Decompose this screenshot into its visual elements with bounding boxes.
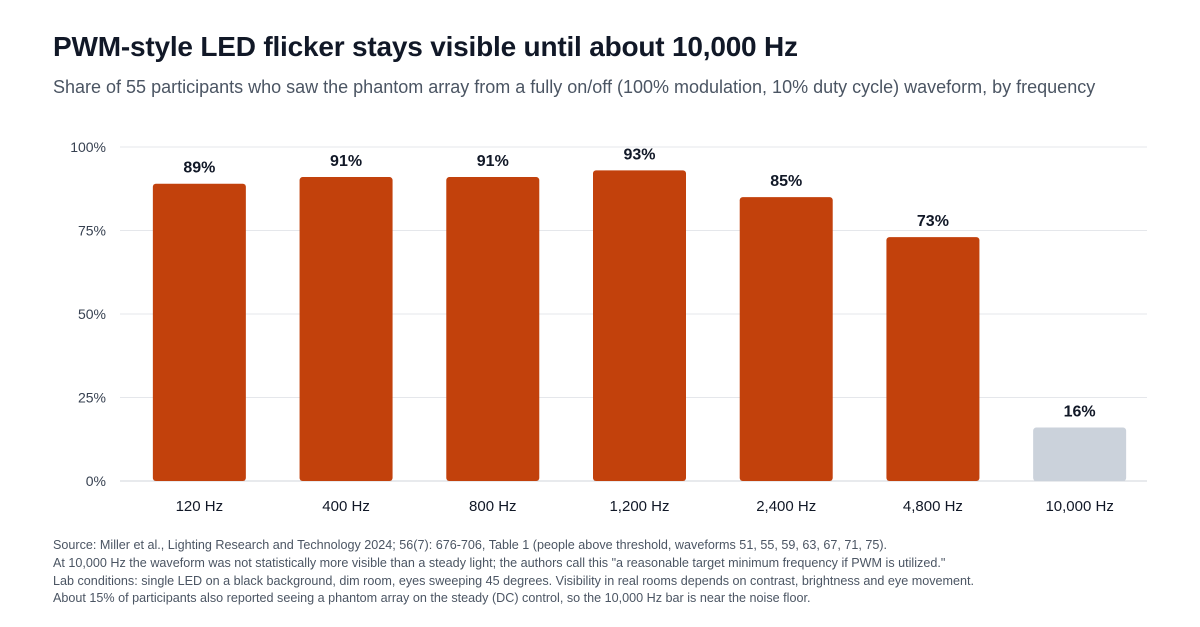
source-note: Source: Miller et al., Lighting Research…	[53, 538, 888, 552]
threshold-note: At 10,000 Hz the waveform was not statis…	[53, 555, 946, 570]
x-tick-label: 4,800 Hz	[903, 498, 963, 515]
bar	[446, 177, 540, 481]
y-tick-label: 25%	[78, 390, 106, 406]
data-label: 16%	[1064, 404, 1096, 421]
bar	[886, 237, 980, 481]
bar	[299, 177, 393, 481]
bar	[152, 183, 246, 482]
noise-floor-note: About 15% of participants also reported …	[53, 591, 811, 606]
data-label: 91%	[477, 153, 509, 170]
x-tick-label: 1,200 Hz	[609, 498, 669, 515]
data-label: 91%	[330, 153, 362, 170]
y-tick-label: 75%	[78, 223, 106, 239]
x-tick-label: 2,400 Hz	[756, 498, 816, 515]
x-tick-label: 800 Hz	[469, 498, 517, 515]
x-tick-label: 400 Hz	[322, 498, 370, 515]
bar	[739, 197, 833, 481]
x-tick-label: 120 Hz	[176, 498, 224, 515]
bar	[593, 170, 686, 481]
y-tick-label: 50%	[78, 306, 106, 322]
bar	[1033, 427, 1127, 481]
conditions-note: Lab conditions: single LED on a black ba…	[53, 573, 975, 588]
chart-title: PWM-style LED flicker stays visible unti…	[53, 31, 798, 62]
data-label: 85%	[770, 173, 802, 190]
y-tick-label: 100%	[70, 139, 106, 155]
data-label: 73%	[917, 213, 949, 230]
y-tick-label: 0%	[86, 473, 106, 489]
data-label: 93%	[623, 146, 655, 163]
x-tick-label: 10,000 Hz	[1045, 498, 1113, 515]
chart-subtitle: Share of 55 participants who saw the pha…	[53, 77, 1096, 97]
data-label: 89%	[183, 160, 215, 177]
chart-notes: Source: Miller et al., Lighting Research…	[53, 537, 974, 608]
